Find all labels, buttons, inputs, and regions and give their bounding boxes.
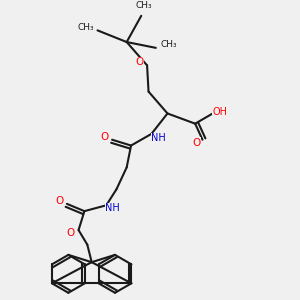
Text: NH: NH: [105, 203, 120, 213]
Text: CH₃: CH₃: [77, 23, 94, 32]
Text: NH: NH: [152, 133, 166, 143]
Text: O: O: [136, 57, 144, 68]
Text: O: O: [193, 138, 201, 148]
Text: O: O: [66, 228, 74, 238]
Text: CH₃: CH₃: [136, 1, 152, 10]
Text: OH: OH: [212, 107, 227, 117]
Text: O: O: [56, 196, 64, 206]
Text: O: O: [101, 132, 109, 142]
Text: CH₃: CH₃: [160, 40, 177, 50]
